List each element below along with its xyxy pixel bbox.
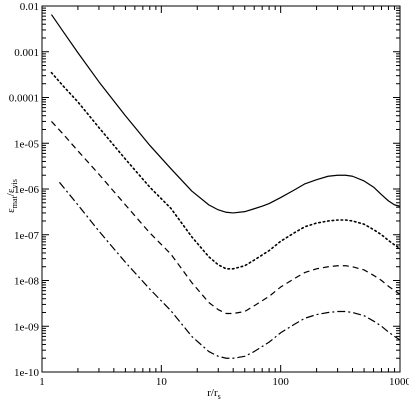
plot-frame (41, 5, 401, 373)
y-tick-label: 1e-07 (14, 230, 40, 242)
y-axis-label-sub1: mat (10, 195, 19, 208)
series-line-dashdot (58, 181, 401, 359)
series-line-dashed (51, 121, 401, 315)
x-tick-label: 1000 (389, 376, 409, 388)
x-axis-label: r/rs (207, 387, 221, 401)
series-group (50, 14, 401, 359)
y-tick-label: 1e-08 (14, 276, 40, 288)
y-tick-label: 0.001 (14, 47, 39, 59)
y-tick-label: 1e-10 (14, 367, 40, 379)
y-axis-label-eps: ε (5, 208, 17, 213)
y-tick-label: 1e-09 (14, 321, 40, 333)
x-tick-label: 10 (156, 376, 168, 388)
y-axis-label-sub2: vis (10, 179, 19, 188)
x-tick-label: 1 (39, 376, 45, 388)
x-axis-label-sub: s (218, 392, 221, 401)
x-axis-label-main: r/r (207, 387, 218, 399)
y-axis-label: εmat/εvis (5, 179, 19, 213)
y-tick-label: 0.0001 (9, 93, 39, 105)
y-tick-label: 0.01 (20, 1, 39, 13)
y-tick-label: 1e-05 (14, 138, 40, 150)
x-axis-ticks: 1 10 100 1000 (39, 6, 409, 388)
y-tick-label: 1e-06 (14, 184, 40, 196)
series-line-solid (50, 14, 401, 214)
x-tick-label: 100 (272, 376, 289, 388)
y-axis-label-sep: /ε (5, 188, 17, 196)
y-axis-ticks: 0.01 0.001 0.0001 1e-05 1e-06 1e-07 1e-08 1e-09… (9, 1, 400, 379)
series-line-dotted (50, 71, 401, 270)
